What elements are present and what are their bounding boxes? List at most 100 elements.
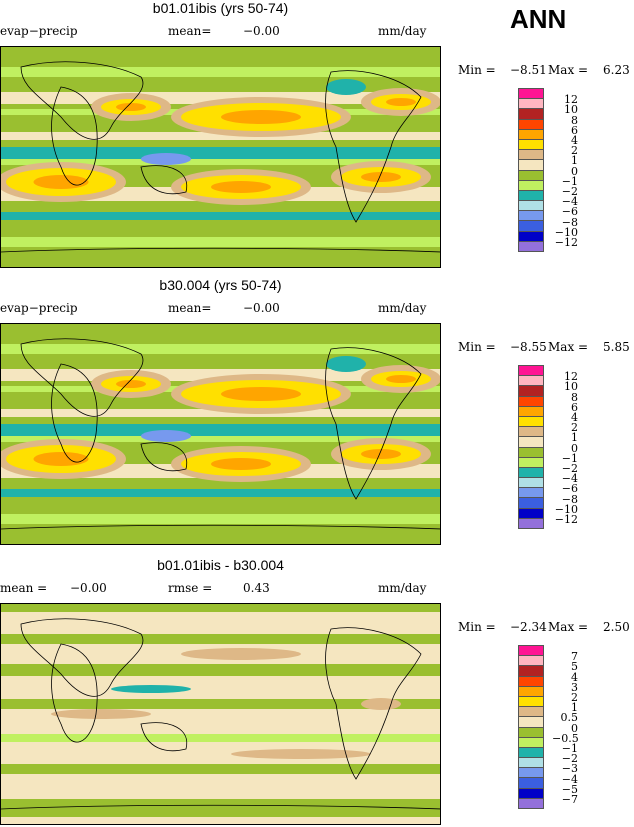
colorbar-level: 6 bbox=[571, 123, 578, 137]
max-value: 6.23 bbox=[603, 63, 630, 77]
colorbar-level: −0.5 bbox=[552, 731, 579, 745]
colorbar-level: 10 bbox=[564, 103, 578, 117]
contour-region bbox=[361, 449, 401, 459]
stat-label: mean= bbox=[168, 24, 212, 38]
contour-region bbox=[33, 452, 89, 466]
coastline bbox=[20, 61, 144, 140]
colorbar-level: −10 bbox=[554, 502, 578, 516]
contour-map bbox=[0, 323, 441, 545]
coastline bbox=[1, 804, 440, 810]
colorbar-level: 5 bbox=[571, 660, 578, 674]
colorbar-level: −12 bbox=[554, 236, 578, 249]
colorbar-level: −2 bbox=[561, 185, 578, 198]
contour-region bbox=[231, 749, 371, 759]
season-label: ANN bbox=[510, 4, 567, 34]
colorbar-level: −12 bbox=[554, 513, 578, 526]
contour-band bbox=[1, 47, 440, 57]
colorbar-level: 6 bbox=[571, 400, 578, 414]
contour-band bbox=[1, 799, 440, 817]
contour-band bbox=[1, 159, 440, 165]
min-value: −2.34 bbox=[510, 620, 547, 634]
contour-region bbox=[211, 181, 271, 193]
max-value: 5.85 bbox=[603, 340, 630, 354]
colorbar-level: 1 bbox=[571, 154, 578, 168]
coastline bbox=[1, 524, 440, 530]
contour-band bbox=[1, 147, 440, 159]
coastline bbox=[20, 338, 144, 417]
panel-title: b01.01ibis - b30.004 bbox=[157, 557, 284, 573]
colorbar-level: 0 bbox=[571, 721, 578, 735]
colorbar-level: 2 bbox=[571, 691, 578, 704]
coastline bbox=[1, 247, 440, 253]
coastline bbox=[51, 363, 98, 463]
contour-band bbox=[1, 734, 440, 742]
max-label: Max = bbox=[548, 340, 589, 354]
colorbar-level: 8 bbox=[571, 113, 578, 127]
contour-band bbox=[1, 634, 440, 644]
colorbar-swatch bbox=[518, 797, 544, 809]
contour-region bbox=[141, 153, 191, 165]
max-label: Max = bbox=[548, 63, 589, 77]
colorbar-level: −8 bbox=[561, 492, 578, 506]
colorbar-level: 12 bbox=[564, 93, 578, 107]
contour-region bbox=[221, 110, 301, 124]
contour-band bbox=[1, 436, 440, 442]
contour-band bbox=[1, 489, 440, 497]
coastline bbox=[51, 86, 98, 186]
variable-label: evap−precip bbox=[0, 24, 78, 38]
contour-band bbox=[1, 529, 440, 544]
colorbar-level: −1 bbox=[561, 742, 578, 755]
min-label: Min = bbox=[458, 340, 496, 354]
colorbar-level: −2 bbox=[561, 752, 578, 766]
colorbar-level: −1 bbox=[561, 451, 578, 465]
colorbar-level: 0 bbox=[571, 164, 578, 178]
contour-region bbox=[181, 648, 301, 660]
contour-band bbox=[1, 237, 440, 247]
coastline bbox=[325, 347, 422, 500]
contour-band bbox=[1, 409, 440, 417]
colorbar-level: 1 bbox=[571, 431, 578, 445]
contour-band bbox=[1, 604, 440, 612]
contour-region bbox=[116, 380, 146, 388]
units-label: mm/day bbox=[378, 581, 427, 595]
colorbar-level: −2 bbox=[561, 462, 578, 475]
contour-band bbox=[1, 67, 440, 77]
variable-label: evap−precip bbox=[0, 301, 78, 315]
stat-value: 0.43 bbox=[243, 581, 270, 595]
contour-region bbox=[221, 387, 301, 401]
colorbar-level: 3 bbox=[571, 680, 578, 694]
min-label: Min = bbox=[458, 63, 496, 77]
min-value: −8.51 bbox=[510, 63, 547, 77]
colorbar-level: −10 bbox=[554, 225, 578, 239]
colorbar bbox=[518, 88, 544, 252]
contour-region bbox=[326, 79, 366, 95]
contour-band bbox=[1, 514, 440, 524]
coastline bbox=[140, 722, 188, 752]
coastline bbox=[325, 627, 422, 780]
contour-region bbox=[51, 709, 151, 719]
min-value: −8.55 bbox=[510, 340, 547, 354]
contour-band bbox=[1, 252, 440, 267]
stat-label: rmse = bbox=[168, 581, 213, 595]
contour-band bbox=[1, 212, 440, 220]
colorbar-level: 4 bbox=[571, 670, 578, 684]
contour-band bbox=[1, 324, 440, 334]
colorbar-level: −3 bbox=[561, 762, 578, 776]
units-label: mm/day bbox=[378, 24, 427, 38]
units-label: mm/day bbox=[378, 301, 427, 315]
coastline bbox=[140, 165, 188, 195]
colorbar-level: 4 bbox=[571, 411, 578, 424]
max-label: Max = bbox=[548, 620, 589, 634]
colorbar bbox=[518, 645, 544, 809]
contour-region bbox=[211, 458, 271, 470]
contour-band bbox=[1, 764, 440, 774]
colorbar-level: −4 bbox=[561, 195, 578, 209]
colorbar-swatch bbox=[518, 517, 544, 529]
colorbar-swatch bbox=[518, 240, 544, 252]
colorbar-level: −4 bbox=[561, 472, 578, 486]
colorbar-level: −6 bbox=[561, 205, 578, 219]
contour-band bbox=[1, 664, 440, 676]
contour-map bbox=[0, 46, 441, 268]
colorbar-level: −1 bbox=[561, 174, 578, 188]
colorbar-level: −8 bbox=[561, 215, 578, 229]
